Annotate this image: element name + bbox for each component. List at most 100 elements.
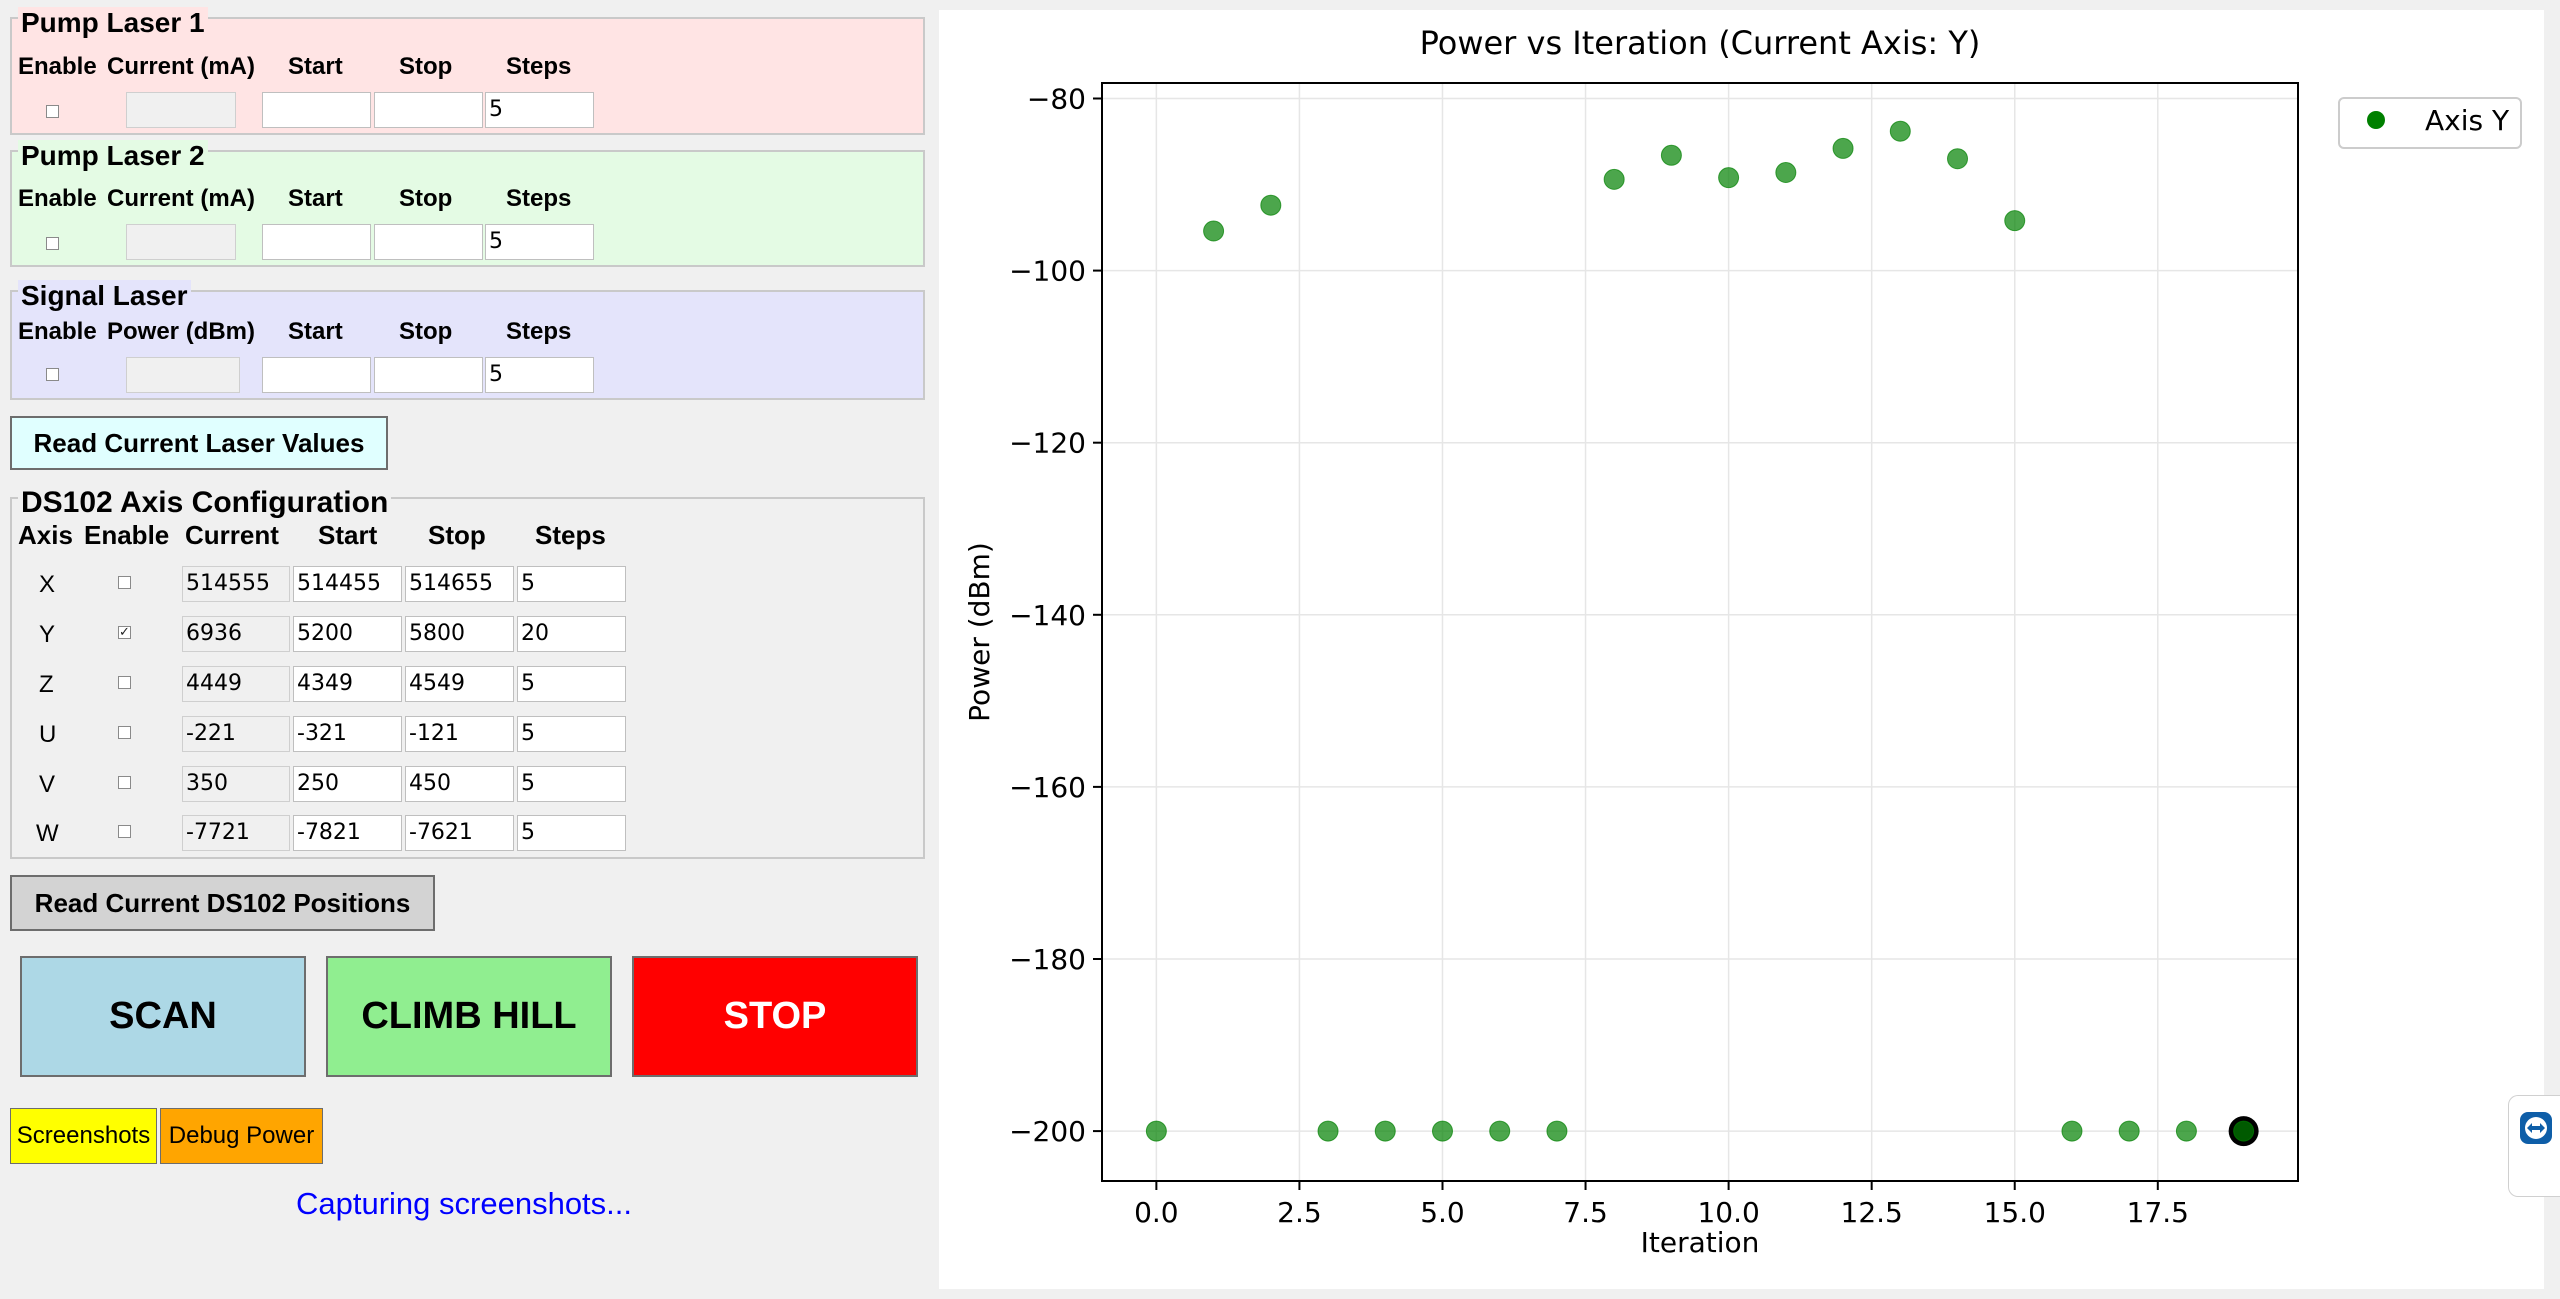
steps-header: Steps [506, 318, 572, 345]
x-tick-label: 2.5 [1277, 1196, 1322, 1229]
data-point [1889, 120, 1911, 142]
pump-laser-1-enable-checkbox[interactable] [46, 105, 59, 118]
axis-y-current-field: 6936 [182, 616, 290, 652]
axis-u-current-field: -221 [182, 716, 290, 752]
axis-z-steps-input[interactable]: 5 [517, 666, 626, 702]
y-tick-label: −100 [1009, 255, 1086, 288]
axis-u-steps-input[interactable]: 5 [517, 716, 626, 752]
axis-v-enable-checkbox[interactable] [118, 776, 131, 789]
stop-button[interactable]: STOP [632, 956, 918, 1077]
axis-y-enable-checkbox[interactable]: ✓ [118, 625, 131, 640]
axis-x-enable-checkbox[interactable] [118, 576, 131, 589]
axis-label-w: W [36, 820, 59, 847]
signal-laser-enable-checkbox[interactable] [46, 368, 59, 381]
enable-header: Enable [18, 53, 97, 80]
data-point [1431, 1120, 1453, 1142]
legend-label: Axis Y [2425, 104, 2510, 137]
signal-laser-start-input[interactable] [262, 357, 371, 393]
power-vs-iteration-chart: Power vs Iteration (Current Axis: Y) 0.0… [963, 24, 2522, 1259]
y-tick-label: −200 [1009, 1115, 1086, 1148]
remote-support-tab[interactable] [2508, 1095, 2560, 1197]
axis-z-enable-checkbox[interactable] [118, 676, 131, 689]
data-point [2118, 1120, 2140, 1142]
start-header: Start [288, 53, 343, 80]
climb-hill-button[interactable]: CLIMB HILL [326, 956, 612, 1077]
axis-y-stop-input[interactable]: 5800 [405, 616, 514, 652]
axis-header: Axis [18, 520, 73, 550]
y-tick-label: −80 [1027, 82, 1086, 115]
plot-frame [1101, 82, 2299, 1182]
axis-u-stop-input[interactable]: -121 [405, 716, 514, 752]
data-point [1260, 194, 1282, 216]
axis-v-stop-input[interactable]: 450 [405, 766, 514, 802]
enable-header: Enable [84, 520, 170, 550]
axis-w-current-field: -7721 [182, 815, 290, 851]
axis-z-stop-input[interactable]: 4549 [405, 666, 514, 702]
signal-laser-group: Signal Laser Enable Power (dBm) Start St… [10, 280, 925, 400]
pump-laser-1-stop-input[interactable] [374, 92, 483, 128]
axis-x-steps-input[interactable]: 5 [517, 566, 626, 602]
pump-laser-2-title: Pump Laser 2 [18, 140, 208, 172]
pump-laser-1-start-input[interactable] [262, 92, 371, 128]
current-header: Current (mA) [107, 185, 255, 212]
chart-title: Power vs Iteration (Current Axis: Y) [1420, 24, 1981, 62]
scan-button[interactable]: SCAN [20, 956, 306, 1077]
signal-laser-stop-input[interactable] [374, 357, 483, 393]
pump-laser-2-stop-input[interactable] [374, 224, 483, 260]
axis-y-steps-input[interactable]: 20 [517, 616, 626, 652]
stop-header: Stop [399, 53, 453, 80]
axis-u-enable-checkbox[interactable] [118, 726, 131, 739]
data-point [1317, 1120, 1339, 1142]
signal-laser-steps-input[interactable]: 5 [485, 357, 594, 393]
stop-header: Stop [428, 520, 486, 550]
axis-label-u: U [39, 721, 57, 748]
axis-y-start-input[interactable]: 5200 [293, 616, 402, 652]
axis-w-stop-input[interactable]: -7621 [405, 815, 514, 851]
signal-laser-title: Signal Laser [18, 280, 191, 312]
x-tick-label: 15.0 [1984, 1196, 2046, 1229]
stop-header: Stop [399, 185, 453, 212]
axis-v-start-input[interactable]: 250 [293, 766, 402, 802]
ds102-group: DS102 Axis Configuration Axis Enable Cur… [10, 487, 925, 859]
pump-laser-2-steps-input[interactable]: 5 [485, 224, 594, 260]
debug-power-button[interactable]: Debug Power [160, 1108, 323, 1164]
stop-header: Stop [399, 318, 453, 345]
axis-x-start-input[interactable]: 514455 [293, 566, 402, 602]
data-point [1203, 220, 1225, 242]
axis-w-enable-checkbox[interactable] [118, 825, 131, 838]
x-tick-label: 0.0 [1134, 1196, 1179, 1229]
axis-v-current-field: 350 [182, 766, 290, 802]
axis-w-steps-input[interactable]: 5 [517, 815, 626, 851]
plot-panel: Power vs Iteration (Current Axis: Y) 0.0… [939, 10, 2544, 1289]
data-point [2004, 210, 2026, 232]
x-tick-label: 7.5 [1563, 1196, 1608, 1229]
pump-laser-2-start-input[interactable] [262, 224, 371, 260]
axis-label-v: V [39, 771, 56, 798]
data-point [1489, 1120, 1511, 1142]
legend-box [2338, 97, 2522, 149]
data-point [1145, 1120, 1167, 1142]
data-point [1775, 161, 1797, 183]
axis-z-start-input[interactable]: 4349 [293, 666, 402, 702]
read-ds102-positions-button[interactable]: Read Current DS102 Positions [10, 875, 435, 931]
pump-laser-2-enable-checkbox[interactable] [46, 237, 59, 250]
axis-x-stop-input[interactable]: 514655 [405, 566, 514, 602]
y-tick-label: −120 [1009, 427, 1086, 460]
pump-laser-2-current-field [126, 224, 236, 260]
axis-label-x: X [39, 571, 56, 598]
data-point [1947, 148, 1969, 170]
x-tick-label: 12.5 [1841, 1196, 1903, 1229]
screenshots-button[interactable]: Screenshots [10, 1108, 157, 1164]
legend-marker-icon [2367, 111, 2385, 129]
start-header: Start [288, 185, 343, 212]
read-laser-values-button[interactable]: Read Current Laser Values [10, 416, 388, 470]
axis-w-start-input[interactable]: -7821 [293, 815, 402, 851]
axis-u-start-input[interactable]: -321 [293, 716, 402, 752]
enable-header: Enable [18, 185, 97, 212]
remote-control-icon [2520, 1112, 2552, 1144]
x-axis-label: Iteration [1641, 1226, 1760, 1259]
axis-v-steps-input[interactable]: 5 [517, 766, 626, 802]
steps-header: Steps [535, 520, 606, 550]
pump-laser-1-steps-input[interactable]: 5 [485, 92, 594, 128]
steps-header: Steps [506, 53, 572, 80]
